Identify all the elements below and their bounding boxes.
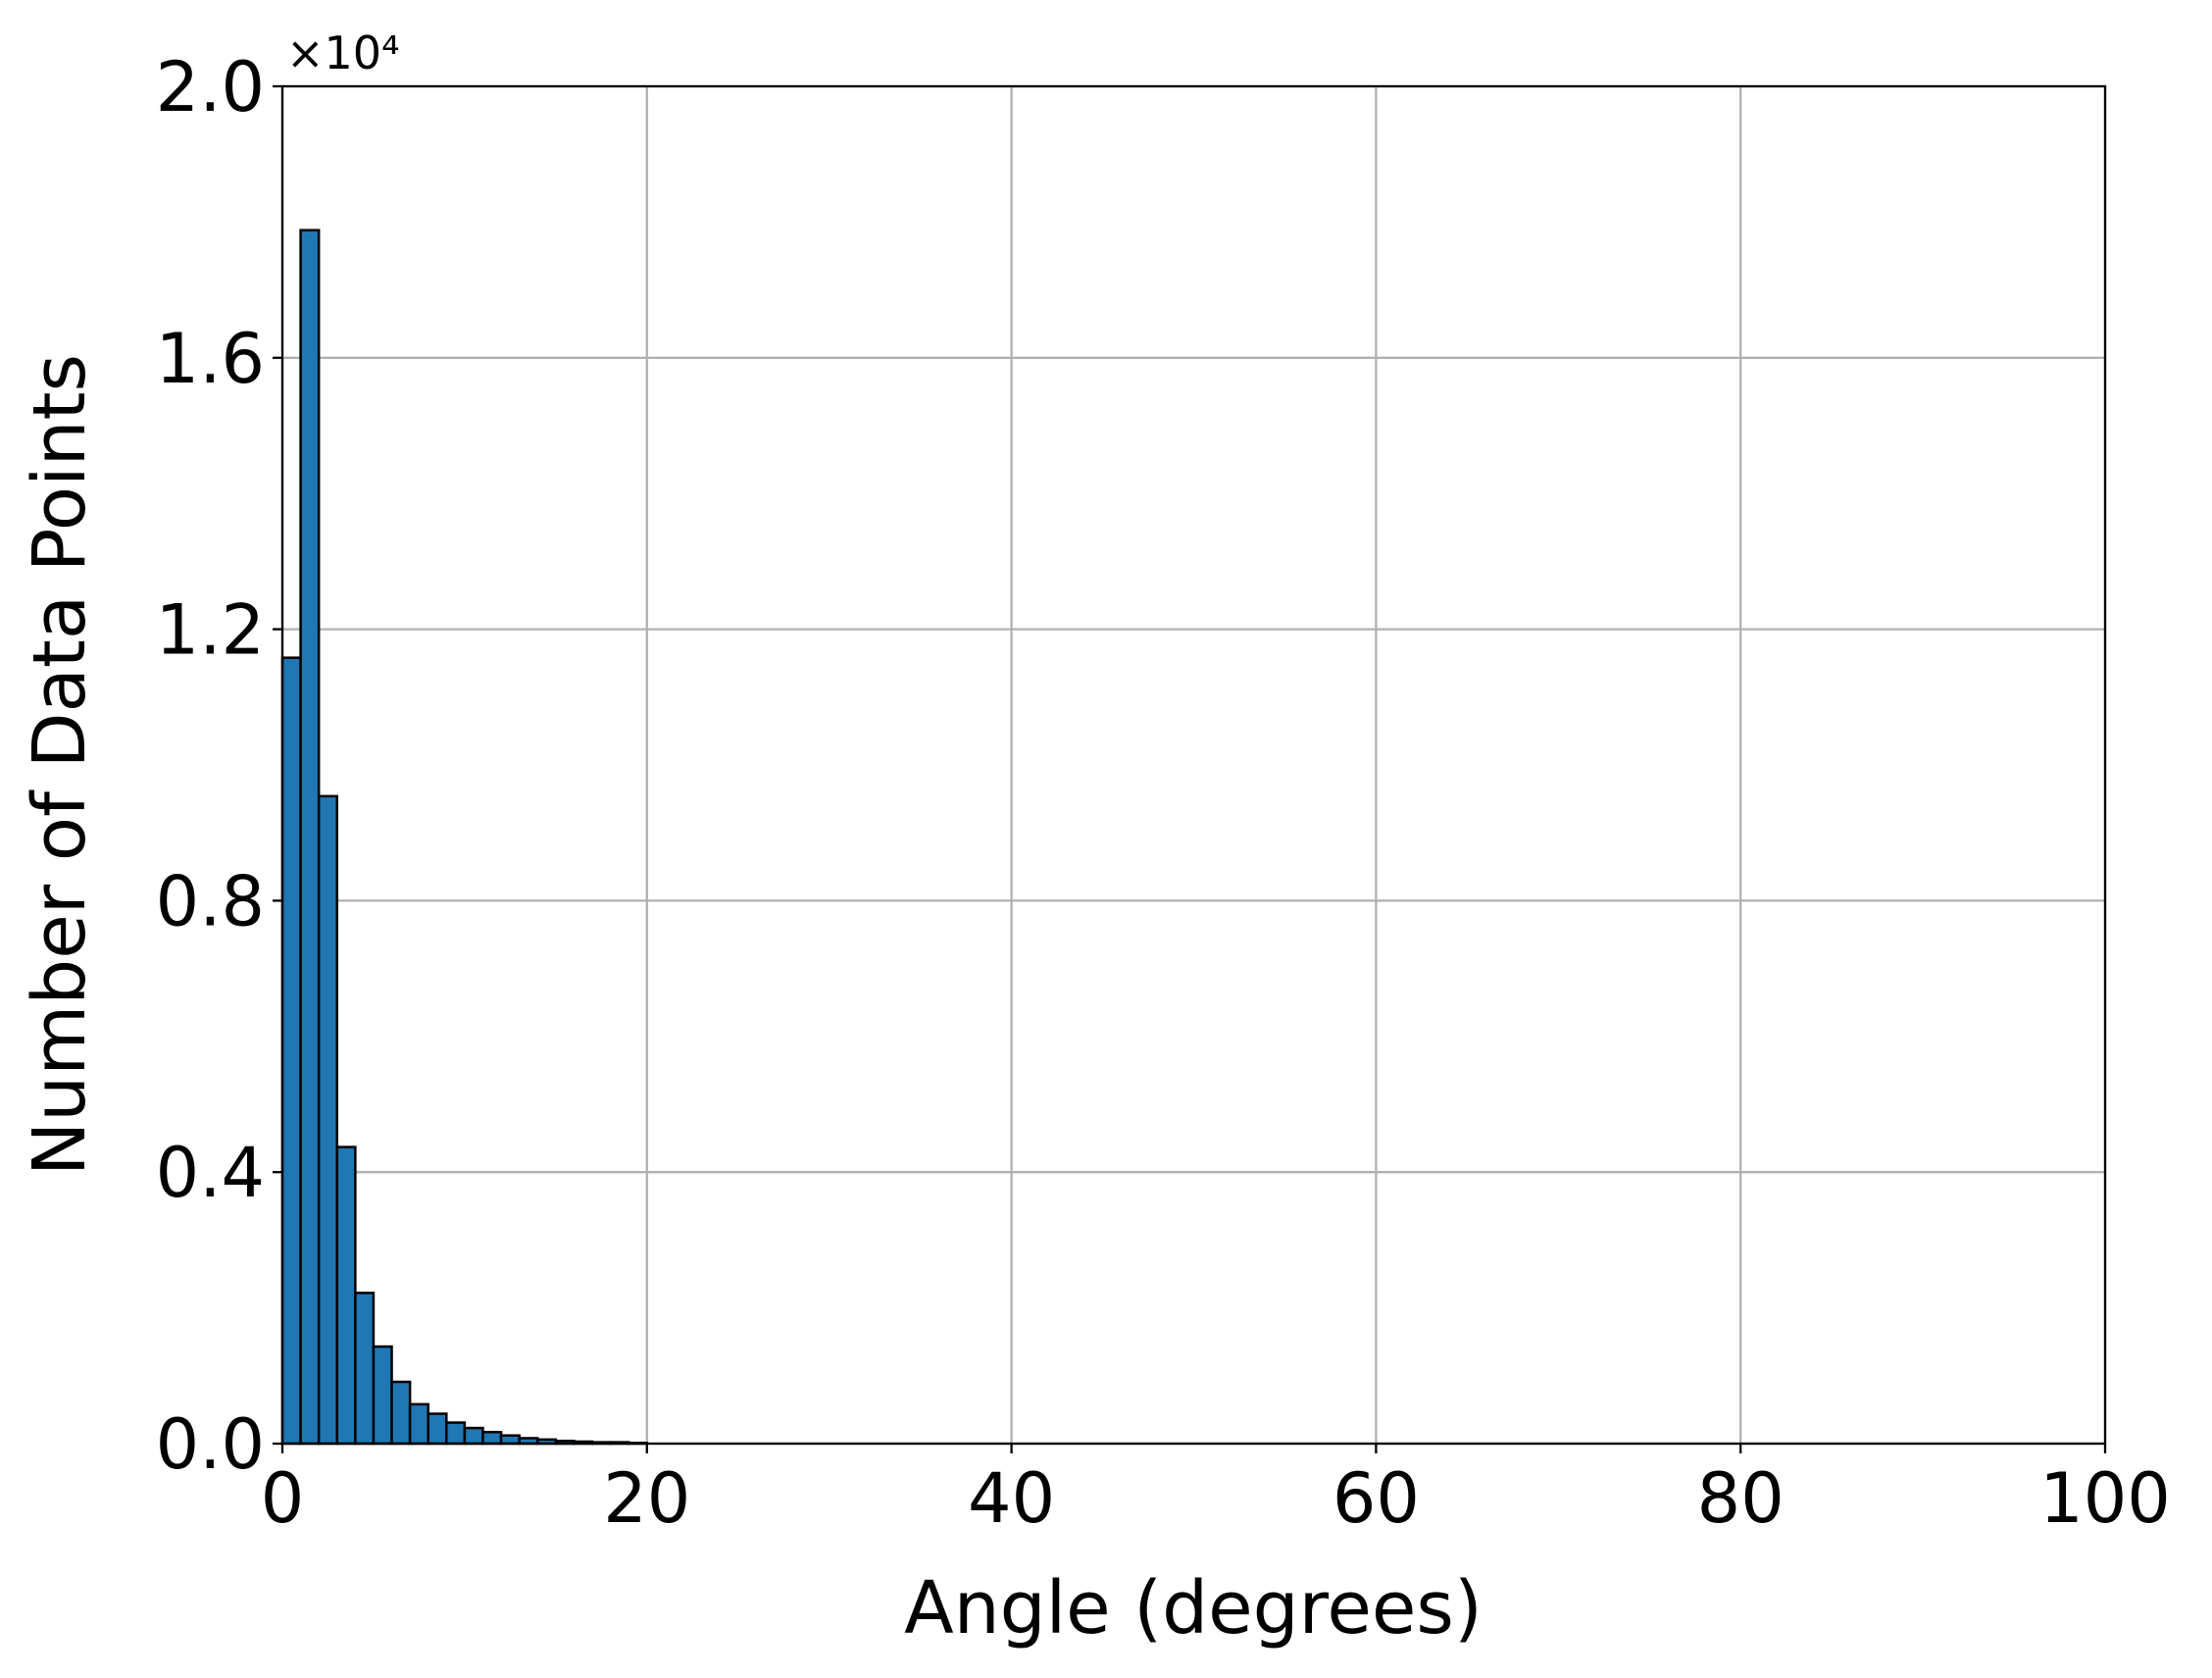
x-tick-label: 100 (2039, 1458, 2171, 1539)
y-tick-label: 2.0 (156, 47, 265, 127)
bar (499, 1434, 521, 1446)
x-tick-label: 60 (1332, 1458, 1420, 1539)
bar (427, 1412, 448, 1446)
y-tick-label: 0.4 (156, 1133, 265, 1213)
bar (463, 1426, 484, 1446)
bar (317, 794, 339, 1446)
y-tick-label: 0.8 (156, 861, 265, 941)
bar (481, 1430, 503, 1446)
x-tick-label: 80 (1697, 1458, 1785, 1539)
y-offset-text: ×10⁴ (286, 26, 400, 79)
y-axis-label: Number of Data Points (18, 354, 102, 1176)
bar (335, 1145, 357, 1446)
x-tick-label: 20 (603, 1458, 690, 1539)
bar (445, 1421, 467, 1446)
x-tick-label: 40 (968, 1458, 1055, 1539)
bar (372, 1345, 393, 1446)
bar (280, 656, 302, 1446)
y-tick-label: 0.0 (156, 1404, 265, 1485)
x-tick-label: 0 (261, 1458, 305, 1539)
bar (354, 1292, 376, 1446)
bar (299, 229, 321, 1446)
plot-frame (280, 84, 2107, 1446)
bar (390, 1380, 412, 1446)
bar (408, 1402, 429, 1446)
y-tick-label: 1.2 (156, 590, 265, 671)
x-axis-label: Angle (degrees) (904, 1566, 1483, 1651)
y-tick-label: 1.6 (156, 319, 265, 399)
